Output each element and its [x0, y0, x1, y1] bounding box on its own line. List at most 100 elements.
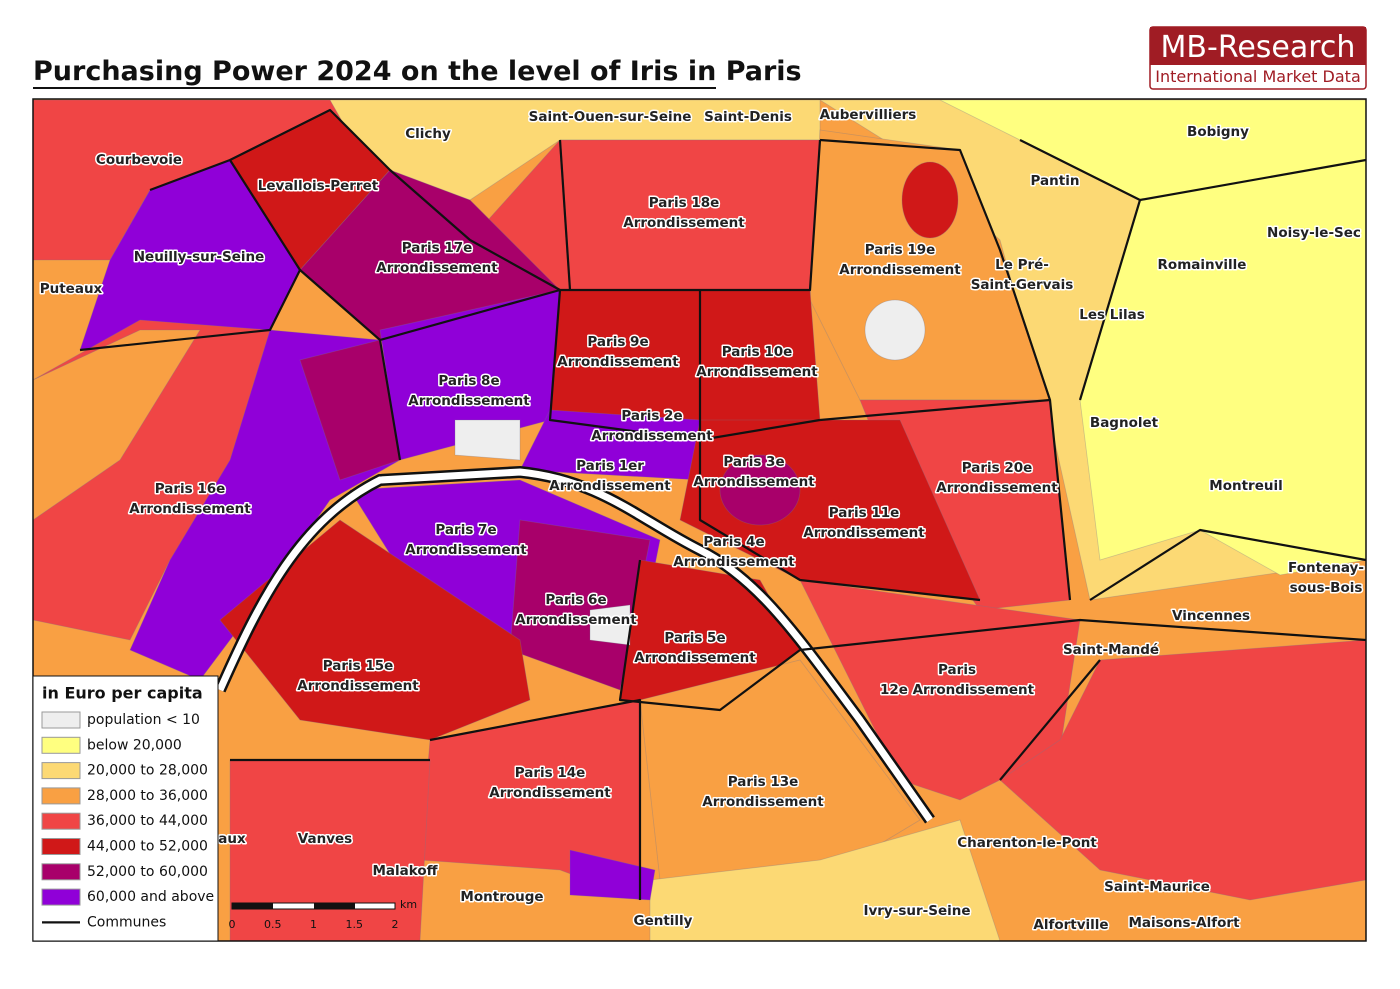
- title: Purchasing Power 2024 on the level of Ir…: [33, 56, 802, 87]
- map-frame: [32, 98, 1367, 942]
- place-label: Paris 7e Arrondissement: [405, 522, 527, 558]
- place-label: Paris 19e Arrondissement: [839, 242, 961, 278]
- place-label: Saint-Mandé: [1063, 642, 1159, 658]
- place-label: Paris 9e Arrondissement: [557, 334, 679, 370]
- scale-bar-segment: [314, 903, 355, 909]
- legend-label: 20,000 to 28,000: [87, 763, 208, 779]
- place-label: Paris 17e Arrondissement: [376, 240, 498, 276]
- scale-tick-label: 0: [229, 918, 236, 931]
- legend-swatch: [41, 711, 81, 729]
- legend-label: below 20,000: [87, 737, 182, 753]
- logo-band: [1150, 27, 1366, 65]
- place-label: Paris 4e Arrondissement: [673, 534, 795, 570]
- logo: MB-Research International Market Data: [1149, 26, 1367, 90]
- place-label: Vincennes: [1172, 608, 1250, 624]
- map: Courbevoie Levallois-Perret Clichy Saint…: [33, 99, 1366, 941]
- legend: in Euro per capita population < 10 below …: [32, 675, 219, 942]
- place-label: Paris 1er Arrondissement: [549, 458, 671, 494]
- place-label: Alfortville: [1033, 917, 1108, 933]
- legend-label: population < 10: [87, 712, 200, 728]
- place-label: Charenton-le-Pont: [957, 835, 1097, 851]
- place-label: Paris 3e Arrondissement: [693, 454, 815, 490]
- region: [569, 849, 656, 901]
- legend-title: in Euro per capita: [42, 684, 203, 703]
- scale-bar-segment: [232, 903, 273, 909]
- region: [901, 161, 959, 239]
- place-label: Bagnolet: [1090, 415, 1159, 431]
- legend-label: 52,000 to 60,000: [87, 864, 208, 880]
- place-label: Neuilly-sur-Seine: [134, 249, 265, 265]
- legend-label: 36,000 to 44,000: [87, 813, 208, 829]
- place-label: Maisons-Alfort: [1128, 915, 1240, 931]
- region: [219, 519, 531, 741]
- place-label: Saint-Ouen-sur-Seine: [529, 109, 692, 125]
- legend-swatch: [41, 762, 81, 780]
- place-label: Paris 20e Arrondissement: [936, 460, 1058, 496]
- legend-label: Communes: [87, 914, 166, 930]
- scale-bar: 0 0.5 1 1.5 2 km: [229, 898, 418, 931]
- region: [864, 299, 926, 361]
- legend-swatch: [41, 812, 81, 830]
- legend-label: 28,000 to 36,000: [87, 788, 208, 804]
- place-label: Saint-Maurice: [1104, 879, 1210, 895]
- place-label: Paris 8e Arrondissement: [408, 373, 530, 409]
- legend-swatch: [41, 888, 81, 906]
- region: [649, 819, 1001, 941]
- place-label: Paris 12e Arrondissement: [880, 662, 1035, 698]
- legend-swatch: [41, 863, 81, 881]
- scale-tick-label: 1.5: [346, 918, 364, 931]
- place-label: Montreuil: [1209, 478, 1282, 494]
- legend-swatch: [41, 787, 81, 805]
- place-label: Paris 5e Arrondissement: [634, 630, 756, 666]
- region: [719, 454, 801, 526]
- legend-label: 44,000 to 52,000: [87, 839, 208, 855]
- place-label: Noisy-le-Sec: [1267, 225, 1361, 241]
- region: [33, 329, 201, 521]
- place-label: Aubervilliers: [820, 107, 917, 123]
- place-label: Saint-Denis: [704, 109, 792, 125]
- place-label: Clichy: [405, 126, 451, 142]
- place-label: Bobigny: [1187, 124, 1249, 140]
- logo-name: MB-Research: [1161, 30, 1356, 65]
- map-labels: Courbevoie Levallois-Perret Clichy Saint…: [38, 106, 1365, 935]
- region: [999, 639, 1366, 901]
- place-label: Paris 6e Arrondissement: [515, 592, 637, 628]
- place-label: Paris 11e Arrondissement: [803, 505, 925, 541]
- place-label: Ivry-sur-Seine: [863, 903, 970, 919]
- place-label: Le Pré-Saint-Gervais: [971, 257, 1074, 293]
- place-label: Pantin: [1031, 173, 1080, 189]
- legend-swatch: [41, 838, 81, 855]
- place-label: Romainville: [1158, 257, 1247, 273]
- place-label: Fontenay-sous-Bois: [1288, 560, 1364, 596]
- place-label: Gentilly: [634, 913, 693, 929]
- logo-tagline: International Market Data: [1155, 67, 1361, 86]
- scale-tick-label: 0.5: [264, 918, 282, 931]
- scale-tick-label: 1: [310, 918, 317, 931]
- legend-swatch: [41, 736, 81, 754]
- place-label: Paris 2e Arrondissement: [591, 408, 713, 444]
- river: [216, 468, 933, 823]
- commune-boundaries: [79, 108, 1366, 900]
- place-label: Levallois-Perret: [258, 178, 379, 194]
- place-label: aux: [218, 831, 246, 847]
- place-label: Paris 13e Arrondissement: [702, 774, 824, 810]
- place-label: Paris 10e Arrondissement: [696, 344, 818, 380]
- scale-labels: 0 0.5 1 1.5 2: [229, 918, 399, 931]
- region: [454, 419, 521, 461]
- scale-tick-label: 2: [392, 918, 399, 931]
- place-label: Paris 18e Arrondissement: [623, 195, 745, 231]
- region: [589, 604, 631, 646]
- scale-unit: km: [400, 898, 417, 911]
- place-label: Puteaux: [40, 281, 103, 297]
- region: [229, 759, 431, 941]
- place-label: Les Lilas: [1079, 307, 1145, 323]
- place-label: Montrouge: [460, 889, 543, 905]
- legend-label: 60,000 and above: [87, 889, 214, 905]
- place-label: Paris 14e Arrondissement: [489, 765, 611, 801]
- region: [509, 519, 651, 691]
- place-label: Malakoff: [372, 863, 438, 879]
- place-label: Paris 16e Arrondissement: [129, 481, 251, 517]
